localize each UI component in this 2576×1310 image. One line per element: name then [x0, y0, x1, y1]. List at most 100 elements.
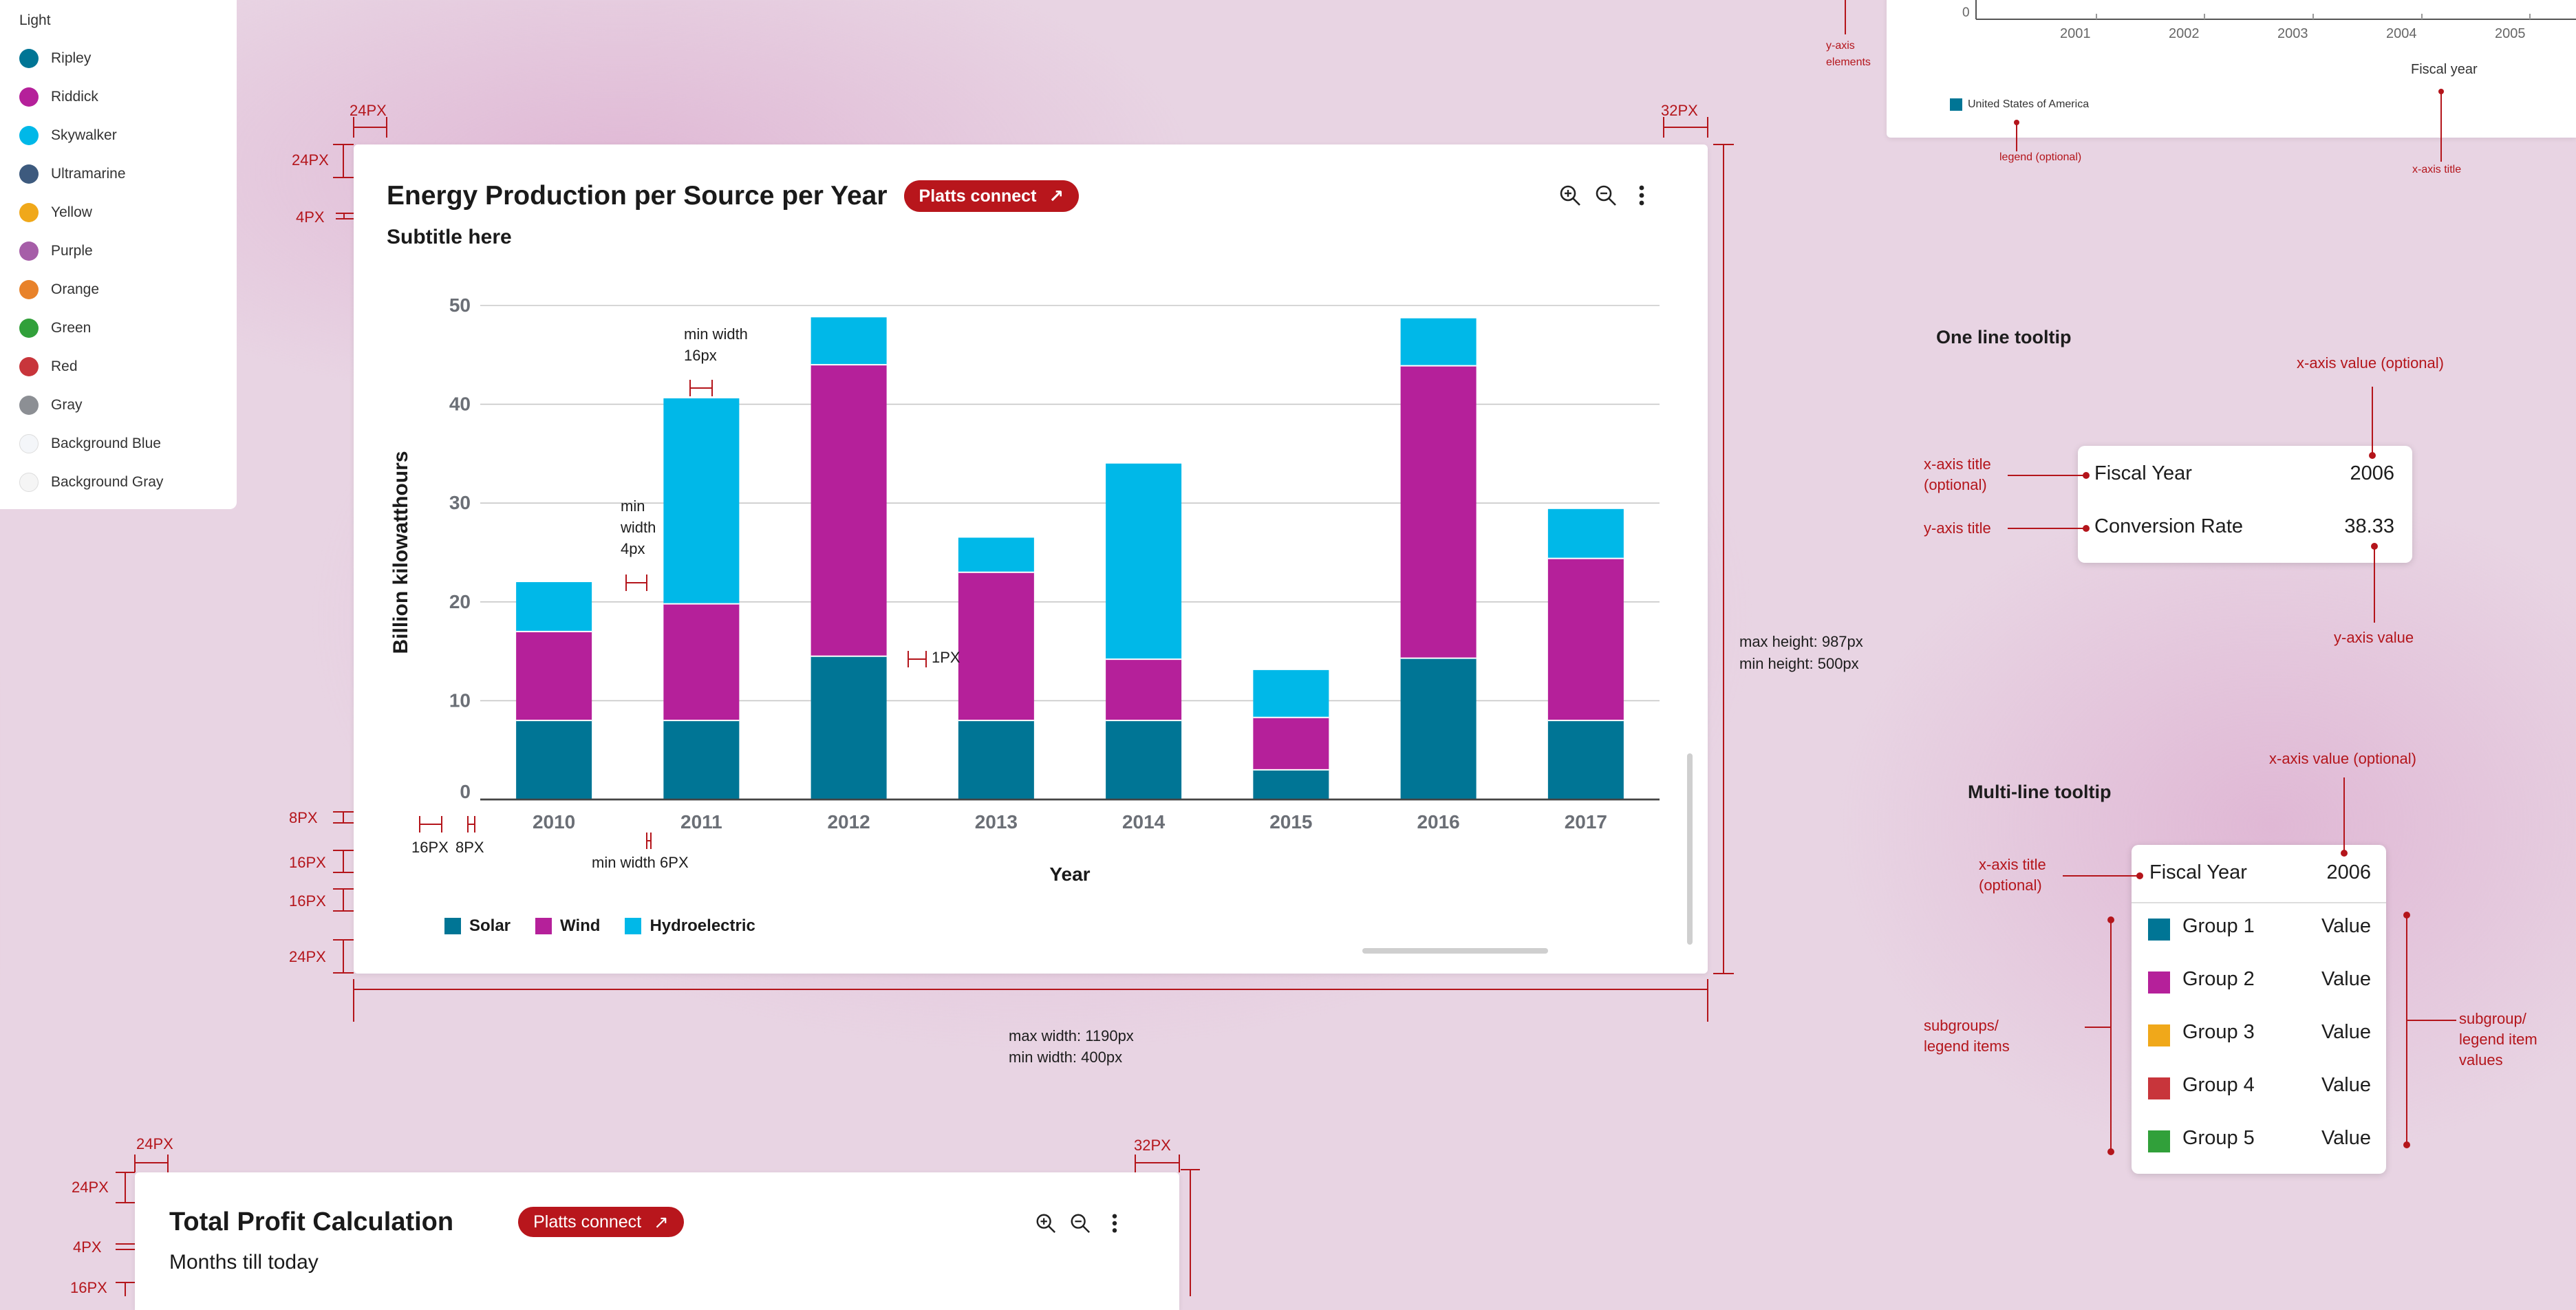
bar-solar-2011 — [663, 720, 740, 799]
bar-wind-2015 — [1253, 717, 1329, 770]
horizontal-scrollbar[interactable] — [1362, 948, 1548, 954]
swatch-dot — [19, 434, 39, 453]
annotation-subgroup-values: subgroup/ legend item values — [2459, 1010, 2537, 1069]
x-tick-label: 2017 — [1565, 811, 1607, 833]
zoom-out-icon[interactable] — [1066, 1210, 1094, 1237]
x-tick-2001: 2001 — [2060, 26, 2091, 41]
bar-solar-2013 — [958, 720, 1034, 799]
bar-solar-2016 — [1400, 658, 1477, 799]
legend-swatch — [535, 918, 552, 934]
dim2-top-32: 32PX — [1134, 1137, 1171, 1154]
group-swatch — [2148, 919, 2170, 941]
swatch-panel-title: Light — [19, 12, 51, 28]
multi-line-tooltip-annotation-lines — [2063, 777, 2456, 1155]
chart-legend: Solar Wind Hydroelectric — [444, 916, 755, 936]
group-value: Value — [2321, 1127, 2371, 1149]
swatch-dot — [19, 396, 39, 415]
legend-item-wind[interactable]: Wind — [535, 916, 600, 936]
x-tick-label: 2011 — [680, 811, 722, 833]
legend-item-solar[interactable]: Solar — [444, 916, 511, 936]
annotation-min-width-4: min width 4px — [621, 497, 656, 557]
tooltip-y-title: Conversion Rate — [2094, 515, 2243, 537]
annotation-x-axis-title: x-axis title (optional) — [1924, 455, 1991, 493]
swatch-label: Red — [51, 358, 78, 374]
energy-chart-card: Energy Production per Source per Year Pl… — [354, 144, 1708, 974]
y-tick-label: 30 — [449, 492, 471, 513]
legend-label: United States of America — [1968, 98, 2090, 110]
one-line-tooltip-heading: One line tooltip — [1936, 327, 2072, 347]
group-swatch — [2148, 1077, 2170, 1099]
swatch-dot — [19, 241, 39, 261]
swatch-item-ripley: Ripley — [19, 48, 91, 69]
x-tick-2004: 2004 — [2386, 26, 2417, 41]
legend-label: Hydroelectric — [650, 916, 755, 935]
group-value: Value — [2321, 1021, 2371, 1043]
dim-left-24: 24PX — [292, 151, 329, 169]
swatch-item-background-gray: Background Gray — [19, 472, 163, 493]
annotation-y-axis-title: y-axis title — [1924, 519, 1991, 537]
x-tick-2003: 2003 — [2277, 26, 2308, 41]
group-label: Group 1 — [2182, 915, 2255, 937]
swatch-item-riddick: Riddick — [19, 87, 98, 107]
bar-wind-2014 — [1106, 659, 1182, 721]
swatch-label: Ripley — [51, 50, 92, 66]
bar-wind-2012 — [811, 365, 887, 656]
group-value: Value — [2321, 968, 2371, 990]
dim2-left-24: 24PX — [72, 1179, 109, 1196]
swatch-label: Yellow — [51, 204, 92, 220]
platts-connect-button[interactable]: Platts connect ↗ — [903, 180, 1080, 212]
bar-wind-2011 — [663, 603, 740, 721]
annotation-subgroups: subgroups/ legend items — [1924, 1017, 2010, 1055]
dim2-top-24: 24PX — [136, 1135, 173, 1152]
tooltip-divider — [2132, 902, 2386, 903]
annotation-8px: 8PX — [455, 839, 484, 856]
card-subtitle: Subtitle here — [387, 226, 512, 248]
swatch-dot — [19, 473, 39, 492]
dim-left-4: 4PX — [296, 208, 325, 226]
dim-left-8: 8PX — [289, 809, 318, 826]
zoom-out-icon[interactable] — [1592, 182, 1620, 209]
top-right-annotation-lines — [1845, 0, 2444, 162]
dim-top-32: 32PX — [1661, 102, 1698, 119]
swatch-item-purple: Purple — [19, 241, 93, 261]
swatch-item-green: Green — [19, 318, 91, 339]
y-axis-title: Billion kilowatthours — [389, 451, 412, 654]
zoom-in-icon[interactable] — [1556, 182, 1584, 209]
swatch-dot — [19, 203, 39, 222]
multi-line-tooltip-heading: Multi-line tooltip — [1968, 782, 2112, 802]
annotation-x-axis-value: x-axis value (optional) — [2297, 354, 2444, 372]
more-vertical-icon[interactable] — [1101, 1210, 1128, 1237]
stacked-bar-chart: 0 10 20 30 40 50 Billion kilowatthours Year 2010… — [389, 294, 1660, 885]
bar-hydroelectric-2014 — [1106, 463, 1182, 660]
swatch-label: Background Gray — [51, 474, 164, 490]
bar-solar-2014 — [1106, 720, 1182, 799]
vertical-scrollbar[interactable] — [1687, 753, 1693, 945]
platts-connect-button-2[interactable]: Platts connect ↗ — [518, 1207, 684, 1237]
y-tick-label: 40 — [449, 394, 471, 415]
swatch-label: Riddick — [51, 89, 98, 105]
legend-item: United States of America — [1950, 98, 2089, 111]
annotation-max-height: max height: 987px — [1739, 633, 1863, 650]
y-tick-label: 50 — [449, 294, 471, 316]
annotation-16px: 16PX — [411, 839, 449, 856]
annotation-max-width: max width: 1190px — [1009, 1027, 1134, 1044]
annotation-min-width-16: min width 16px — [684, 325, 748, 364]
dim2-left-4: 4PX — [73, 1238, 102, 1256]
swatch-dot — [19, 87, 39, 107]
tooltip-x-value: 2006 — [2350, 462, 2394, 484]
more-vertical-icon[interactable] — [1628, 182, 1655, 209]
legend-item-hydroelectric[interactable]: Hydroelectric — [625, 916, 755, 936]
swatch-label: Purple — [51, 243, 93, 259]
zoom-in-icon[interactable] — [1032, 1210, 1060, 1237]
dim-top-24: 24PX — [350, 102, 387, 119]
swatch-label: Orange — [51, 281, 100, 297]
swatch-label: Ultramarine — [51, 166, 126, 182]
multi-tooltip-x-value: 2006 — [2326, 861, 2371, 883]
x-tick-label: 2010 — [533, 811, 575, 833]
annotation-min-width: min width: 400px — [1009, 1049, 1123, 1066]
arrow-up-right-icon: ↗ — [1049, 186, 1064, 206]
card-title-2: Total Profit Calculation — [169, 1207, 454, 1236]
legend-swatch — [625, 918, 642, 934]
annotation-y-axis-value: y-axis value — [2334, 629, 2414, 646]
